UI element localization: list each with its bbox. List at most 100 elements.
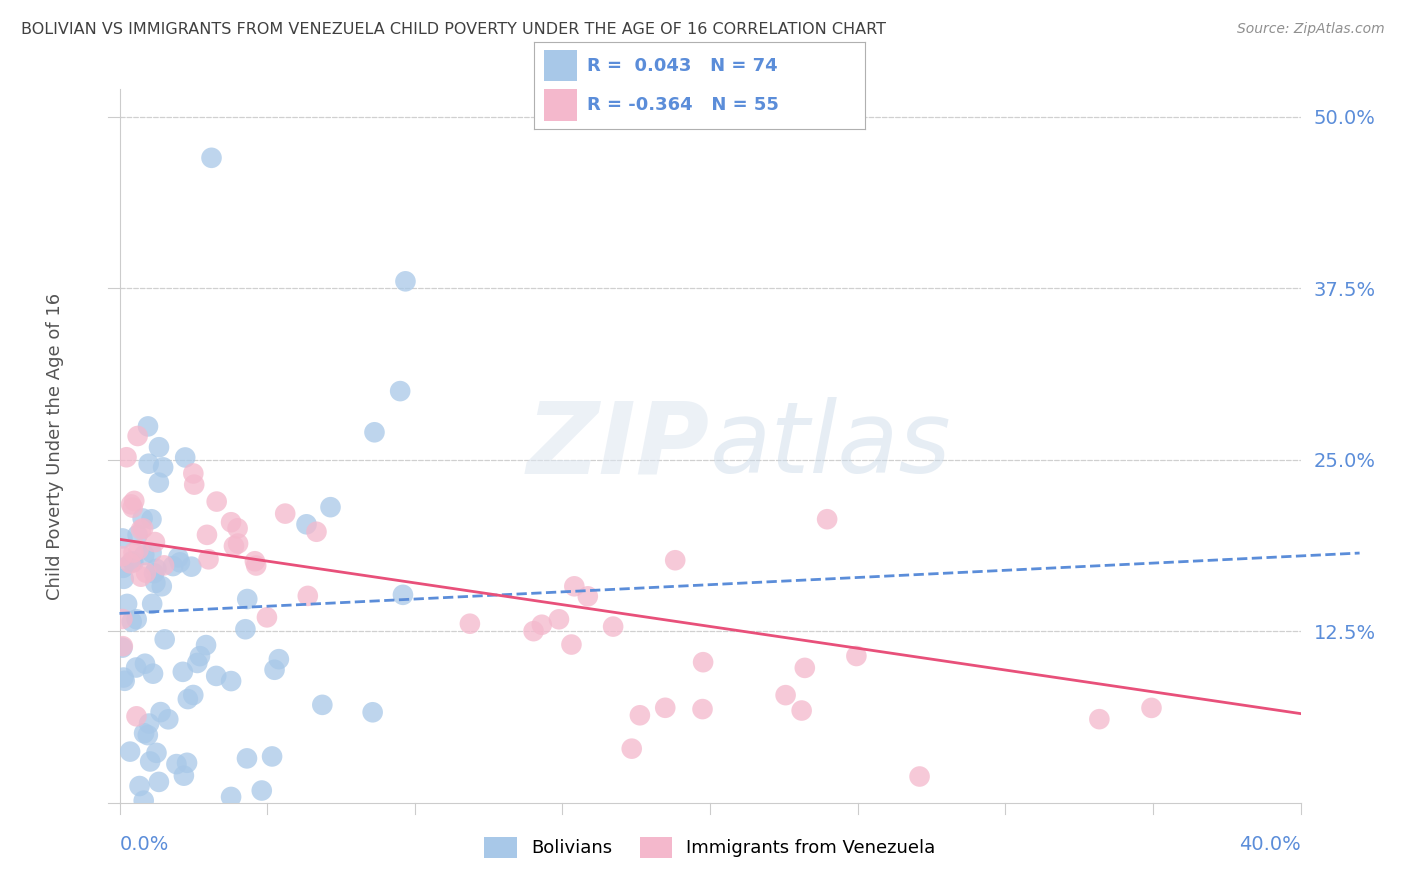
Point — [112, 561, 135, 575]
Point — [132, 521, 155, 535]
Point — [311, 698, 333, 712]
Point — [135, 566, 157, 580]
Point — [122, 545, 145, 559]
Point — [141, 512, 163, 526]
Point — [114, 673, 136, 688]
Point — [148, 475, 170, 490]
Point — [664, 553, 686, 567]
Point — [394, 274, 416, 288]
Point — [560, 638, 582, 652]
Point — [125, 612, 148, 626]
Point — [127, 429, 149, 443]
Point — [576, 590, 599, 604]
Point — [522, 624, 544, 639]
Text: R =  0.043   N = 74: R = 0.043 N = 74 — [588, 56, 778, 75]
Point — [183, 467, 205, 481]
Point — [125, 709, 148, 723]
Point — [138, 716, 160, 731]
Point — [195, 638, 218, 652]
Point — [389, 384, 412, 398]
Point — [226, 521, 249, 535]
Text: BOLIVIAN VS IMMIGRANTS FROM VENEZUELA CHILD POVERTY UNDER THE AGE OF 16 CORRELAT: BOLIVIAN VS IMMIGRANTS FROM VENEZUELA CH… — [21, 22, 886, 37]
Point — [129, 570, 152, 584]
Point — [177, 692, 200, 706]
Point — [131, 511, 153, 525]
Point — [141, 546, 163, 560]
Point — [180, 559, 202, 574]
Point — [129, 523, 152, 537]
Point — [1088, 712, 1111, 726]
Point — [908, 770, 931, 784]
Point — [111, 532, 134, 546]
Point — [245, 558, 267, 573]
Point — [115, 450, 138, 465]
Point — [458, 616, 481, 631]
Point — [654, 700, 676, 714]
Text: R = -0.364   N = 55: R = -0.364 N = 55 — [588, 95, 779, 114]
Point — [262, 749, 284, 764]
Point — [200, 151, 222, 165]
Point — [235, 622, 257, 636]
Point — [815, 512, 838, 526]
Point — [620, 741, 643, 756]
Point — [157, 712, 180, 726]
Point — [195, 528, 218, 542]
Point — [152, 460, 174, 475]
Point — [111, 549, 134, 564]
Point — [363, 425, 385, 440]
Point — [120, 745, 142, 759]
Point — [145, 576, 167, 591]
Text: atlas: atlas — [710, 398, 952, 494]
Point — [139, 755, 162, 769]
Point — [176, 756, 198, 770]
Point — [111, 640, 134, 655]
Point — [111, 612, 134, 626]
Point — [188, 649, 211, 664]
Point — [205, 669, 228, 683]
Point — [790, 704, 813, 718]
Point — [136, 419, 159, 434]
Point — [128, 779, 150, 793]
Point — [122, 555, 145, 569]
Point — [186, 656, 208, 670]
Point — [165, 757, 187, 772]
Point — [219, 789, 242, 804]
Point — [149, 705, 172, 719]
Point — [692, 702, 714, 716]
Point — [628, 708, 651, 723]
Point — [295, 517, 318, 532]
Point — [148, 775, 170, 789]
Point — [205, 494, 228, 508]
Point — [153, 558, 176, 573]
Point — [162, 559, 184, 574]
Text: 40.0%: 40.0% — [1239, 835, 1301, 854]
Point — [111, 639, 134, 653]
Point — [143, 535, 166, 549]
Point — [319, 500, 342, 515]
Point — [141, 597, 163, 611]
Point — [775, 688, 797, 702]
Point — [138, 457, 160, 471]
Point — [256, 610, 278, 624]
Text: ZIP: ZIP — [527, 398, 710, 494]
Text: Child Poverty Under the Age of 16: Child Poverty Under the Age of 16 — [45, 293, 63, 599]
Point — [167, 550, 190, 565]
Point — [197, 552, 219, 566]
Point — [274, 507, 297, 521]
Point — [305, 524, 328, 539]
Point — [125, 660, 148, 674]
Text: Source: ZipAtlas.com: Source: ZipAtlas.com — [1237, 22, 1385, 37]
Point — [132, 726, 155, 740]
Point — [174, 450, 197, 465]
Bar — [544, 89, 578, 120]
Point — [134, 548, 156, 562]
Point — [145, 746, 167, 760]
Point — [548, 612, 571, 626]
Text: 0.0%: 0.0% — [120, 835, 169, 854]
Point — [181, 688, 204, 702]
Point — [153, 632, 176, 647]
Point — [692, 655, 714, 669]
Point — [145, 562, 167, 576]
Point — [793, 661, 815, 675]
Point — [219, 515, 242, 529]
